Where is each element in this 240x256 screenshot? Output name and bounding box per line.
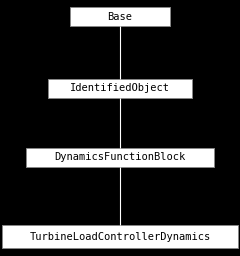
- FancyBboxPatch shape: [48, 79, 192, 98]
- Text: Base: Base: [108, 12, 132, 22]
- Text: TurbineLoadControllerDynamics: TurbineLoadControllerDynamics: [29, 232, 211, 242]
- FancyBboxPatch shape: [70, 7, 170, 26]
- Text: IdentifiedObject: IdentifiedObject: [70, 83, 170, 93]
- FancyBboxPatch shape: [2, 225, 238, 248]
- FancyBboxPatch shape: [26, 148, 214, 167]
- Text: DynamicsFunctionBlock: DynamicsFunctionBlock: [54, 152, 186, 163]
